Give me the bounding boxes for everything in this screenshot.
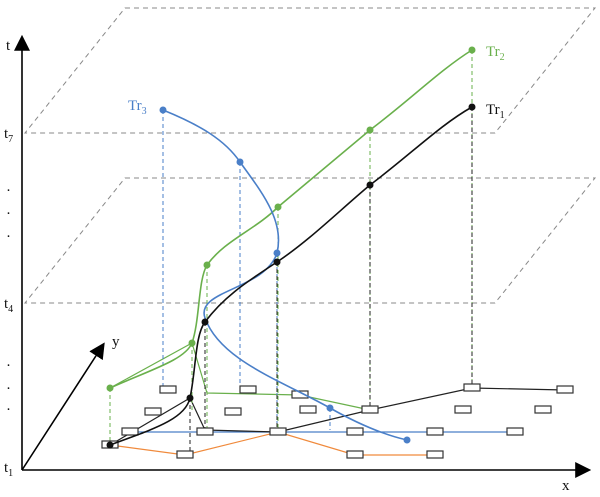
trajectory-tr2 [109, 49, 473, 389]
axes [14, 34, 592, 478]
g [106, 103, 476, 449]
rect [426, 450, 444, 459]
circle [366, 126, 374, 134]
circle [106, 384, 114, 392]
axis-label-t: t [6, 38, 11, 54]
rect [239, 385, 257, 394]
axis-label-y: y [112, 334, 120, 350]
ellipsis: · · · · · · [6, 183, 11, 418]
rect [361, 405, 379, 414]
path [109, 387, 566, 446]
circle [366, 181, 374, 189]
rect [176, 450, 194, 459]
circle [403, 436, 411, 444]
circle [236, 158, 244, 166]
drones [101, 383, 574, 459]
trajectory-tr1 [109, 106, 473, 446]
rect [463, 383, 481, 392]
dot: · [6, 358, 11, 374]
circle [468, 103, 476, 111]
circle [273, 258, 281, 266]
rect [454, 405, 472, 414]
axis-label-x: x [562, 478, 570, 494]
label-sub: 1 [500, 110, 505, 121]
rect [121, 427, 139, 436]
dot: · [6, 206, 11, 222]
circle [159, 106, 167, 114]
g [159, 106, 411, 444]
label-sub: 1 [8, 468, 13, 479]
circle [106, 441, 114, 449]
label-base: Tr [486, 102, 500, 118]
dot: · [6, 183, 11, 199]
rect [346, 450, 364, 459]
planes [23, 7, 597, 304]
line [21, 342, 105, 471]
label-sub: 2 [500, 52, 505, 63]
rect [556, 385, 574, 394]
label-base: t [4, 460, 9, 476]
dot: · [6, 229, 11, 245]
circle [468, 46, 476, 54]
rect [269, 427, 287, 436]
rect [144, 407, 162, 416]
label-base: t [4, 296, 9, 312]
trajectory-label: Tr1 [486, 102, 505, 121]
time-label: t1 [4, 460, 13, 479]
projections [109, 50, 473, 455]
dot: · [6, 402, 11, 418]
circle [326, 404, 334, 412]
plane-t7 [23, 7, 597, 134]
circle [188, 339, 196, 347]
rect [534, 405, 552, 414]
ground-links [109, 342, 566, 456]
circle [273, 249, 281, 257]
time-label: t4 [4, 296, 13, 315]
label-sub: 7 [8, 134, 13, 145]
circle [201, 318, 209, 326]
trajectory-points [106, 46, 476, 449]
label-base: Tr [128, 98, 142, 114]
circle [186, 394, 194, 402]
label-sub: 4 [8, 304, 13, 315]
rect [346, 427, 364, 436]
label-base: Tr [486, 44, 500, 60]
trajectory-label: Tr3 [128, 98, 147, 117]
rect [159, 385, 177, 394]
dot: · [6, 381, 11, 397]
plane-t4 [23, 177, 597, 304]
rect [426, 427, 444, 436]
g [106, 46, 476, 392]
rect [291, 390, 309, 399]
path [109, 50, 473, 445]
rect [224, 407, 242, 416]
path [162, 110, 331, 430]
path [189, 107, 473, 455]
circle [203, 261, 211, 269]
label-sub: 3 [142, 106, 147, 117]
time-label: t7 [4, 126, 13, 145]
rect [299, 405, 317, 414]
rect [506, 427, 524, 436]
circle [274, 203, 282, 211]
trajectory-label: Tr2 [486, 44, 505, 63]
label-base: t [4, 126, 9, 142]
rect [196, 427, 214, 436]
